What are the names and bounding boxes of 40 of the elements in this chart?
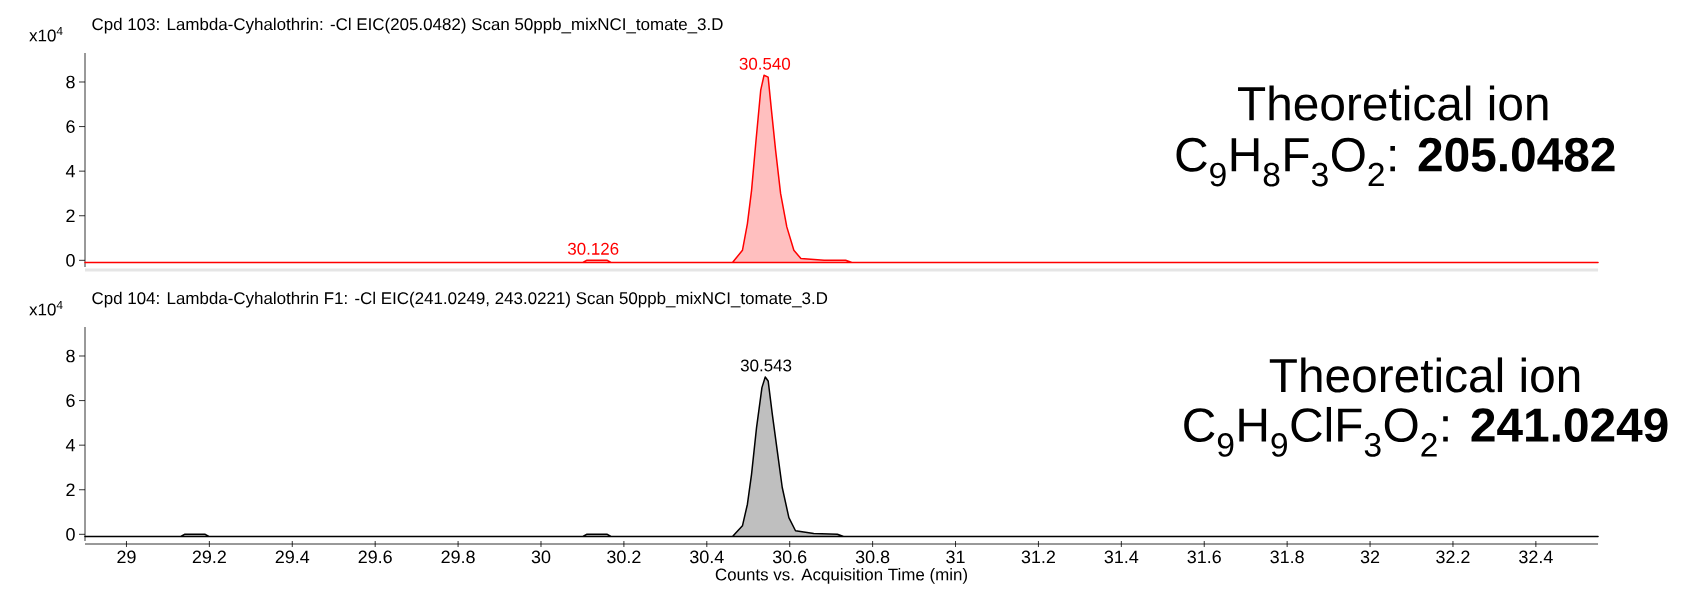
y-tick-label: 6 [66, 120, 75, 133]
x-tick-label: 32 [1360, 550, 1380, 564]
x-tick-label: 30.4 [690, 550, 724, 564]
annotation: Theoretical ion [1269, 357, 1580, 393]
x-tick-label: 29.6 [358, 550, 392, 564]
x-tick-label: 30 [531, 550, 551, 564]
y-axis-title: x10$^{4}$ [29, 300, 63, 316]
chart-title: Cpd 104: Lambda-Cyhalothrin F1: -Cl EIC(241.0249, 243.0221) Scan 50ppb_mixNCI_tomate_3.D [92, 291, 828, 308]
x-tick-label: 29.2 [192, 550, 226, 564]
y-tick-label: 2 [66, 483, 75, 496]
y-tick-label: 4 [65, 164, 75, 178]
text: C$_{9}$H$_{8}$F$_{3}$O$_{2}$: 205.0482 [1176, 137, 1615, 187]
x-tick-label: 31.4 [1104, 550, 1139, 564]
x-tick-label: 31.2 [1021, 550, 1055, 564]
y-axis-title: x10$^{4}$ [29, 26, 63, 42]
annotation: Theoretical ion [1238, 85, 1548, 121]
y-tick-label: 6 [66, 394, 75, 407]
x-tick-label: 31.6 [1187, 550, 1221, 564]
annotation: 30.540 [739, 57, 791, 70]
y-tick-label: 4 [65, 438, 75, 452]
y-tick-label: 8 [66, 349, 75, 363]
y-tick-label: 2 [66, 209, 75, 222]
x-tick-label: 31 [946, 550, 965, 564]
x-axis-title: Counts vs. Acquisition Time (min) [715, 568, 968, 584]
x-tick-label: 30.2 [607, 550, 641, 564]
chart-title: Cpd 103: Lambda-Cyhalothrin: -Cl EIC(205.0482) Scan 50ppb_mixNCI_tomate_3.D [92, 17, 723, 34]
x-tick-label: 30.6 [772, 550, 807, 564]
annotation: 30.543 [740, 359, 792, 372]
y-tick-label: 0 [66, 527, 75, 541]
x-tick-label: 32.2 [1436, 550, 1470, 564]
y-tick-label: 8 [66, 75, 75, 89]
x-tick-label: 29.8 [441, 550, 475, 564]
y-tick-label: 0 [66, 253, 75, 267]
x-tick-label: 32.4 [1519, 550, 1553, 564]
x-tick-label: 30.8 [855, 550, 890, 564]
x-tick-label: 31.8 [1270, 550, 1304, 564]
annotation: 30.126 [567, 242, 619, 255]
text: C$_{9}$H$_{9}$ClF$_{3}$O$_{2}$: 241.0249 [1184, 406, 1668, 457]
x-tick-label: 29.4 [275, 550, 310, 564]
x-tick-label: 29 [117, 550, 136, 564]
